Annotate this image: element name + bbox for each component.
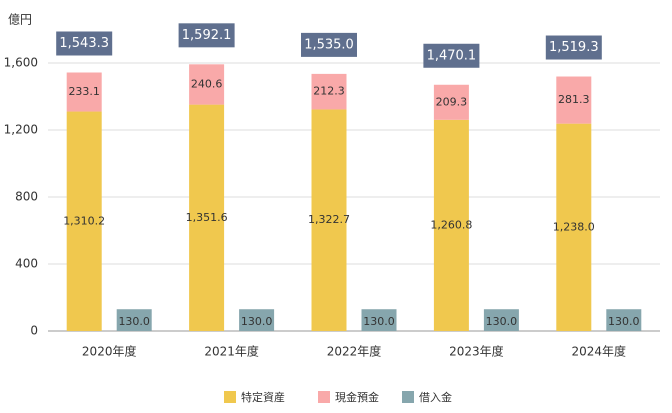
total-box xyxy=(423,43,480,68)
bar-segment xyxy=(311,109,347,331)
x-tick-label: 2020年度 xyxy=(82,344,137,359)
data-label: 130.0 xyxy=(118,315,150,328)
data-label: 1,310.2 xyxy=(63,214,105,227)
legend-swatch xyxy=(318,391,330,403)
total-box xyxy=(301,32,357,57)
x-tick-label: 2023年度 xyxy=(449,344,504,359)
legend-label: 借入金 xyxy=(419,390,452,404)
bar-segment xyxy=(483,309,519,331)
bar-segment xyxy=(116,309,152,331)
data-label: 281.3 xyxy=(558,93,590,106)
data-label: 209.3 xyxy=(436,95,468,108)
total-box xyxy=(56,31,113,56)
data-label: 130.0 xyxy=(241,315,273,328)
y-axis-label: 億円 xyxy=(8,13,32,27)
y-tick-label: 1,200 xyxy=(4,123,38,137)
bar-segment xyxy=(433,119,469,331)
total-label: 1,470.1 xyxy=(427,48,477,63)
x-tick-label: 2022年度 xyxy=(327,344,382,359)
data-label: 212.3 xyxy=(313,85,345,98)
y-tick-label: 400 xyxy=(15,257,38,271)
data-label: 233.1 xyxy=(68,85,100,98)
data-label: 1,351.6 xyxy=(186,211,228,224)
data-label: 240.6 xyxy=(191,77,223,90)
total-box xyxy=(178,23,235,48)
x-tick-label: 2024年度 xyxy=(572,344,627,359)
legend-label: 特定資産 xyxy=(241,390,285,404)
data-label: 1,322.7 xyxy=(308,213,350,226)
total-label: 1,519.3 xyxy=(549,40,599,55)
legend-label: 現金預金 xyxy=(335,390,379,404)
total-box xyxy=(545,35,602,60)
bar-segment xyxy=(66,72,102,112)
bar-segment xyxy=(189,64,225,105)
data-label: 1,260.8 xyxy=(430,218,472,231)
data-label: 130.0 xyxy=(363,315,395,328)
bar-segment xyxy=(556,123,592,331)
total-label: 1,543.3 xyxy=(59,36,109,51)
y-tick-label: 800 xyxy=(15,190,38,204)
bar-segment xyxy=(239,309,275,331)
data-label: 130.0 xyxy=(486,315,518,328)
legend-swatch xyxy=(224,391,236,403)
data-label: 1,238.0 xyxy=(553,220,595,233)
legend-swatch xyxy=(402,391,414,403)
y-tick-label: 1,600 xyxy=(4,56,38,70)
bar-segment xyxy=(556,76,592,124)
total-label: 1,592.1 xyxy=(182,28,232,43)
bar-segment xyxy=(433,84,469,120)
total-label: 1,535.0 xyxy=(304,37,354,52)
bar-segment xyxy=(66,111,102,331)
bar-segment xyxy=(189,104,225,332)
bar-segment xyxy=(606,309,642,331)
y-tick-label: 0 xyxy=(30,324,38,338)
data-label: 130.0 xyxy=(608,315,640,328)
bar-segment xyxy=(311,73,347,110)
bar-segment xyxy=(361,309,397,331)
x-tick-label: 2021年度 xyxy=(204,344,259,359)
